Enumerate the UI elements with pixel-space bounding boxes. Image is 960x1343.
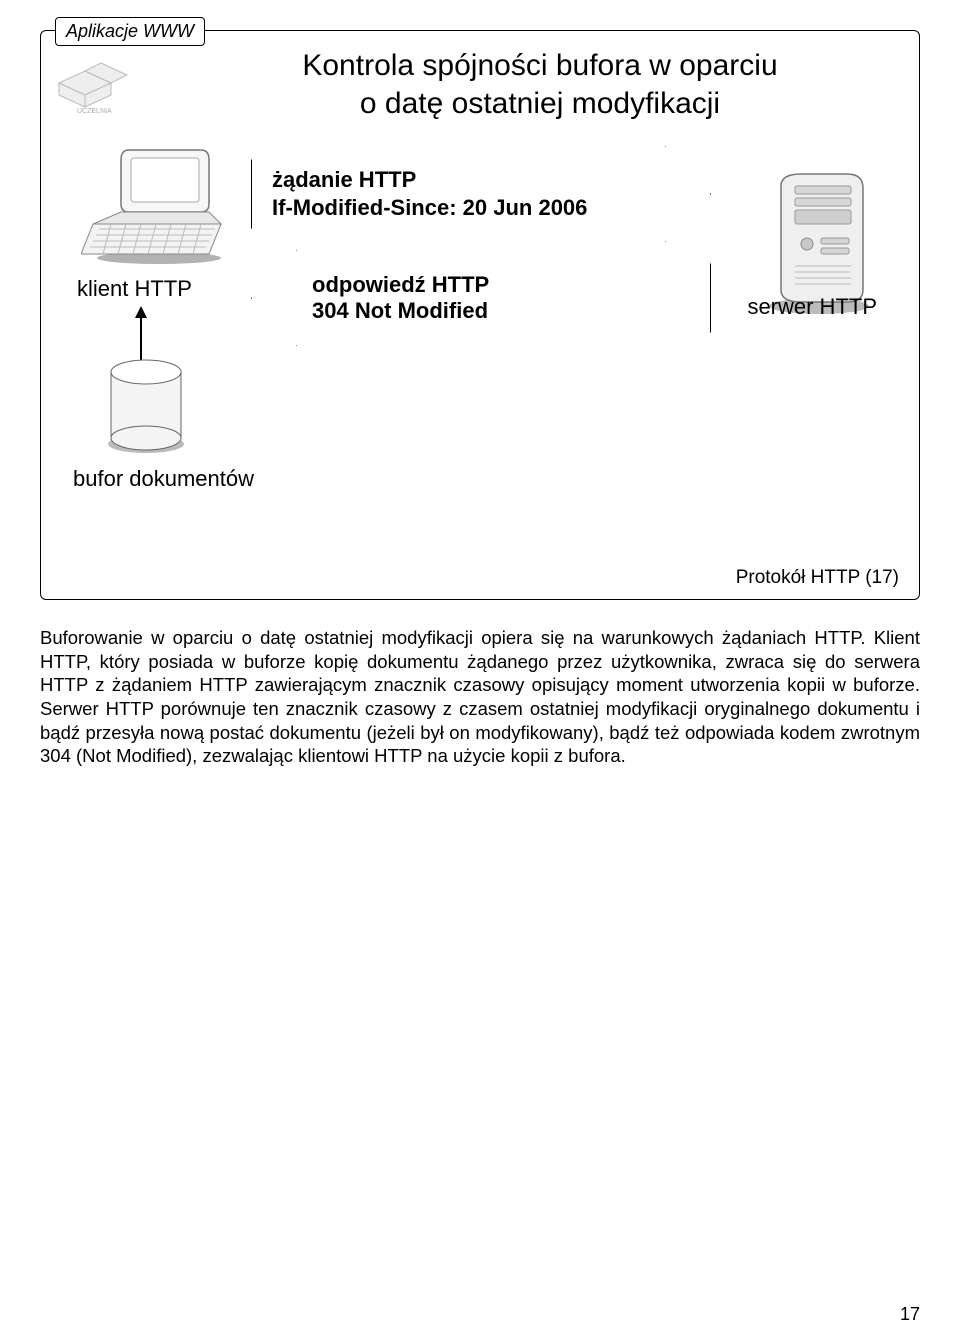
slide-title: Kontrola spójności bufora w oparciu o da… — [181, 47, 899, 122]
message-arrows: żądanie HTTP If-Modified-Since: 20 Jun 2… — [251, 146, 711, 356]
title-line2: o datę ostatniej modyfikacji — [360, 87, 720, 120]
laptop-icon — [81, 146, 231, 266]
response-line1: odpowiedź HTTP — [312, 272, 690, 298]
corner-grid-icon: UCZELNIA — [49, 47, 139, 117]
title-line1: Kontrola spójności bufora w oparciu — [302, 49, 777, 82]
response-arrow: odpowiedź HTTP 304 Not Modified — [251, 250, 711, 346]
client-label: klient HTTP — [77, 276, 192, 302]
course-label: Aplikacje WWW — [55, 17, 205, 46]
request-line1: żądanie HTTP — [272, 167, 690, 193]
server-label: serwer HTTP — [747, 294, 877, 320]
response-line2: 304 Not Modified — [312, 298, 690, 324]
slide-footer: Protokół HTTP (17) — [736, 567, 899, 589]
explanation-paragraph: Buforowanie w oparciu o datę ostatniej m… — [40, 626, 920, 768]
cylinder-icon — [101, 356, 191, 456]
request-arrow: żądanie HTTP If-Modified-Since: 20 Jun 2… — [251, 146, 711, 242]
slide-frame: Aplikacje WWW UCZELNIA Kontrola spójnośc… — [40, 30, 920, 600]
page-number: 17 — [900, 1304, 920, 1325]
buffer-label: bufor dokumentów — [73, 466, 254, 492]
diagram-stage: klient HTTP — [61, 146, 899, 466]
request-line2: If-Modified-Since: 20 Jun 2006 — [272, 195, 690, 221]
svg-text:UCZELNIA: UCZELNIA — [77, 108, 112, 115]
